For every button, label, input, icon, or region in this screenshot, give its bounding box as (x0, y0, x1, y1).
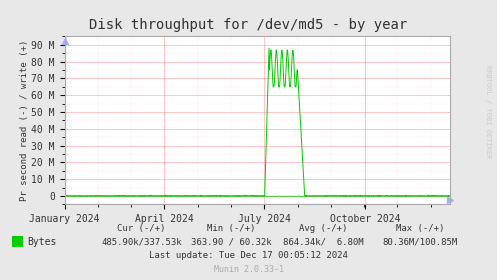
Text: Max (-/+): Max (-/+) (396, 224, 444, 233)
Text: Cur (-/+): Cur (-/+) (117, 224, 166, 233)
Text: Last update: Tue Dec 17 00:05:12 2024: Last update: Tue Dec 17 00:05:12 2024 (149, 251, 348, 260)
Text: 80.36M/100.85M: 80.36M/100.85M (382, 237, 458, 246)
Text: Munin 2.0.33-1: Munin 2.0.33-1 (214, 265, 283, 274)
Y-axis label: Pr second read (-) / write (+): Pr second read (-) / write (+) (19, 40, 29, 201)
Text: Min (-/+): Min (-/+) (207, 224, 255, 233)
Text: RRDTOOL / TOBI OETIKER: RRDTOOL / TOBI OETIKER (485, 65, 491, 159)
Text: 864.34k/  6.80M: 864.34k/ 6.80M (283, 237, 363, 246)
Text: 363.90 / 60.32k: 363.90 / 60.32k (191, 237, 271, 246)
Text: 485.90k/337.53k: 485.90k/337.53k (101, 237, 182, 246)
Text: Disk throughput for /dev/md5 - by year: Disk throughput for /dev/md5 - by year (89, 18, 408, 32)
Text: Avg (-/+): Avg (-/+) (299, 224, 347, 233)
Text: Bytes: Bytes (27, 237, 57, 247)
